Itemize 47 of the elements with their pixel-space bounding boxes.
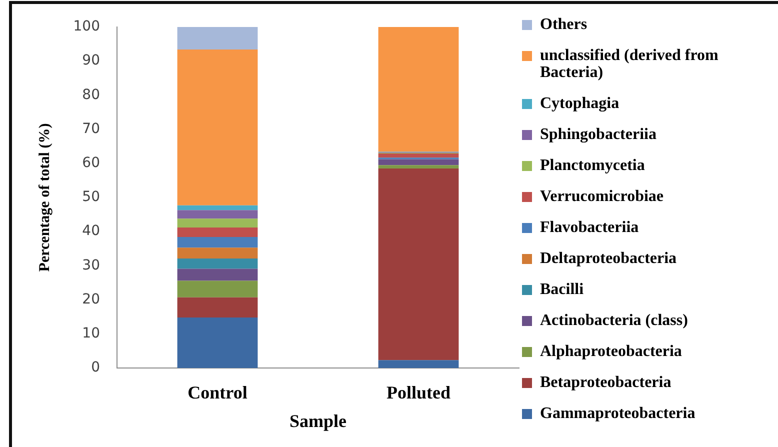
x-tick-label: Control — [188, 382, 248, 402]
x-tick-label: Polluted — [386, 382, 451, 402]
bar — [177, 268, 258, 281]
legend-label: unclassified (derived from Bacteria) — [540, 47, 720, 82]
legend-label: Actinobacteria (class) — [540, 312, 688, 330]
bar — [177, 297, 258, 318]
bar — [378, 27, 459, 152]
bar — [177, 218, 258, 228]
y-tick-label: 10 — [82, 326, 100, 342]
y-axis-title: Percentage of total (%) — [36, 123, 53, 272]
bar — [177, 258, 258, 269]
legend-label: Planctomycetia — [540, 157, 645, 174]
legend-label: Deltaproteobacteria — [540, 250, 677, 268]
bar — [177, 50, 258, 206]
y-tick-label: 30 — [82, 257, 100, 274]
bar — [177, 280, 258, 298]
x-axis-title: Sample — [289, 410, 347, 431]
y-tick-label: 40 — [82, 223, 100, 240]
y-tick-label: 70 — [82, 120, 100, 137]
bar — [177, 248, 258, 259]
legend-label: Alphaproteobacteria — [540, 343, 682, 360]
y-tick-label: 60 — [82, 155, 100, 172]
y-tick-label: 20 — [82, 291, 100, 308]
bar — [177, 205, 258, 210]
legend-label: Cytophagia — [540, 95, 620, 112]
y-tick-label: 90 — [82, 52, 100, 69]
legend-label: Sphingobacteriia — [540, 126, 656, 144]
bar — [378, 168, 459, 360]
legend-label: Bacilli — [540, 281, 584, 298]
bar — [177, 27, 258, 50]
y-tick-label: 100 — [73, 18, 100, 35]
y-tick-label: 50 — [82, 189, 100, 206]
legend-label: Flavobacteriia — [540, 219, 639, 236]
bar — [177, 228, 258, 238]
bar — [378, 360, 459, 368]
legend-label: Others — [540, 16, 588, 34]
bar — [177, 318, 258, 368]
legend-label: Gammaproteobacteria — [540, 405, 696, 422]
bar — [177, 210, 258, 219]
bar — [378, 159, 459, 166]
y-tick-label: 0 — [91, 360, 100, 376]
y-tick-label: 80 — [82, 86, 100, 103]
bar — [177, 237, 258, 248]
legend-label: Betaproteobacteria — [540, 374, 672, 392]
bar — [378, 154, 459, 158]
legend-label: Verrucomicrobiae — [540, 188, 664, 206]
bar — [378, 165, 459, 169]
